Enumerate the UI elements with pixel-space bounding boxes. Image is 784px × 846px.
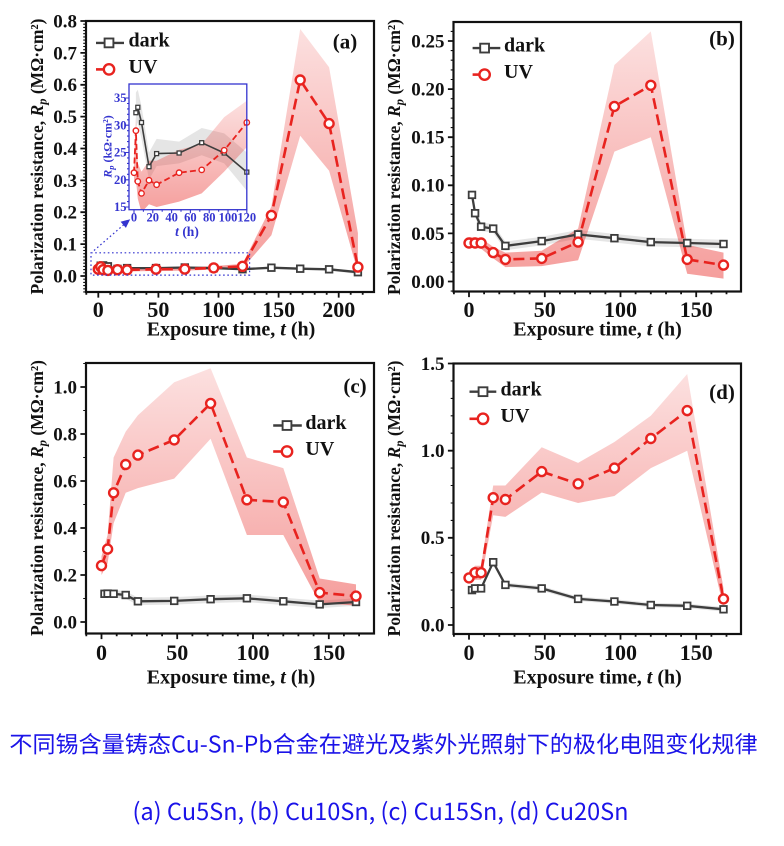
svg-text:0: 0: [464, 297, 475, 322]
svg-text:Exposure time, t (h): Exposure time, t (h): [147, 319, 316, 341]
svg-text:0: 0: [96, 640, 107, 665]
svg-text:0.4: 0.4: [53, 139, 77, 160]
svg-text:dark: dark: [501, 378, 543, 400]
svg-text:50: 50: [534, 640, 556, 665]
svg-text:25: 25: [114, 146, 127, 160]
svg-text:0.4: 0.4: [53, 518, 77, 539]
svg-text:Polarization resistance, Rp (M: Polarization resistance, Rp (MΩ·cm²): [27, 18, 50, 294]
svg-text:120: 120: [237, 211, 256, 225]
svg-text:dark: dark: [129, 30, 171, 52]
svg-text:0.7: 0.7: [53, 43, 77, 64]
svg-text:(d): (d): [709, 380, 735, 404]
svg-text:0.00: 0.00: [411, 272, 444, 293]
svg-text:(a): (a): [333, 30, 358, 54]
svg-text:0: 0: [93, 297, 104, 322]
svg-text:Rp (kΩ·cm²): Rp (kΩ·cm²): [101, 115, 117, 178]
svg-text:dark: dark: [504, 35, 546, 57]
svg-text:0.8: 0.8: [53, 11, 77, 32]
svg-text:200: 200: [322, 297, 355, 322]
svg-text:30: 30: [114, 118, 127, 132]
svg-text:100: 100: [219, 211, 238, 225]
svg-text:Exposure time, t (h): Exposure time, t (h): [513, 319, 682, 341]
svg-text:50: 50: [147, 297, 169, 322]
svg-text:15: 15: [114, 200, 127, 214]
svg-text:0.10: 0.10: [411, 176, 444, 197]
svg-text:1.0: 1.0: [421, 441, 445, 462]
svg-text:Polarization resistance, Rp (M: Polarization resistance, Rp (MΩ·cm²): [27, 360, 50, 636]
svg-text:150: 150: [262, 297, 295, 322]
svg-text:20: 20: [147, 211, 160, 225]
svg-text:0.6: 0.6: [53, 471, 77, 492]
svg-text:0.5: 0.5: [421, 528, 445, 549]
svg-text:0.3: 0.3: [53, 171, 77, 192]
svg-text:Exposure time, t (h): Exposure time, t (h): [147, 667, 316, 689]
svg-text:80: 80: [203, 211, 216, 225]
svg-text:UV: UV: [501, 405, 530, 427]
svg-text:0: 0: [131, 211, 137, 225]
svg-text:150: 150: [680, 640, 713, 665]
svg-text:UV: UV: [129, 56, 158, 78]
svg-text:0.2: 0.2: [53, 565, 77, 586]
svg-text:0: 0: [464, 640, 475, 665]
svg-text:0.0: 0.0: [53, 266, 77, 287]
svg-text:0.20: 0.20: [411, 80, 444, 101]
svg-text:UV: UV: [305, 438, 334, 460]
svg-text:50: 50: [534, 297, 556, 322]
svg-text:0.05: 0.05: [411, 224, 444, 245]
svg-text:40: 40: [165, 211, 178, 225]
svg-text:0.5: 0.5: [53, 107, 77, 128]
svg-text:20: 20: [114, 173, 127, 187]
svg-text:(c): (c): [343, 374, 366, 398]
svg-text:100: 100: [202, 297, 235, 322]
svg-text:0.8: 0.8: [53, 424, 77, 445]
svg-text:0.6: 0.6: [53, 75, 77, 96]
svg-text:Polarization resistance, Rp (M: Polarization resistance, Rp (MΩ·cm²): [384, 360, 407, 636]
svg-text:0.2: 0.2: [53, 203, 77, 224]
svg-text:dark: dark: [305, 412, 347, 434]
svg-text:t (h): t (h): [175, 224, 199, 239]
svg-text:35: 35: [114, 91, 127, 105]
svg-text:100: 100: [237, 640, 270, 665]
svg-text:100: 100: [604, 640, 637, 665]
svg-text:UV: UV: [504, 61, 533, 83]
svg-text:50: 50: [166, 640, 188, 665]
svg-text:(b): (b): [709, 27, 735, 51]
svg-text:0.15: 0.15: [411, 128, 444, 149]
svg-text:100: 100: [604, 297, 637, 322]
svg-text:150: 150: [680, 297, 713, 322]
svg-text:0.0: 0.0: [53, 612, 77, 633]
svg-text:0.25: 0.25: [411, 31, 444, 52]
svg-text:Exposure time, t (h): Exposure time, t (h): [513, 667, 682, 689]
svg-text:1.0: 1.0: [53, 377, 77, 398]
svg-text:Polarization resistance, Rp (M: Polarization resistance, Rp (MΩ·cm²): [384, 19, 407, 295]
svg-text:60: 60: [184, 211, 197, 225]
svg-text:150: 150: [312, 640, 345, 665]
svg-text:0.0: 0.0: [421, 615, 445, 636]
svg-text:1.5: 1.5: [421, 354, 445, 375]
svg-text:0.1: 0.1: [53, 235, 77, 256]
